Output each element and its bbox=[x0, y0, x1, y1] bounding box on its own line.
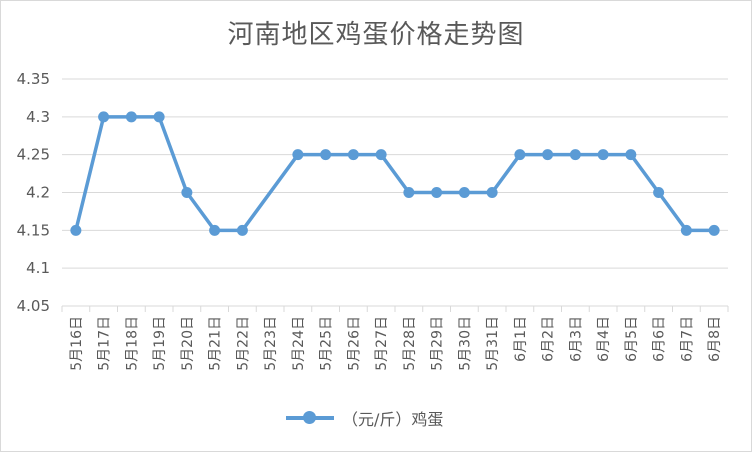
x-tick-label: 6月4日 bbox=[596, 316, 612, 362]
data-point bbox=[458, 187, 470, 198]
data-point bbox=[569, 149, 581, 161]
x-tick-label: 5月16日 bbox=[69, 316, 85, 371]
data-point bbox=[209, 224, 221, 236]
data-point bbox=[125, 111, 137, 123]
data-point bbox=[431, 187, 443, 198]
x-tick-label: 5月18日 bbox=[124, 316, 140, 371]
data-point bbox=[236, 224, 248, 236]
x-tick-label: 5月23日 bbox=[263, 316, 279, 371]
y-tick-label: 4.05 bbox=[17, 297, 50, 315]
data-point bbox=[514, 149, 526, 161]
x-tick-label: 5月22日 bbox=[235, 316, 251, 371]
x-tick-label: 6月6日 bbox=[652, 316, 668, 362]
x-tick-label: 6月7日 bbox=[679, 316, 695, 362]
data-point bbox=[653, 187, 665, 198]
x-tick-label: 6月8日 bbox=[707, 316, 723, 362]
x-tick-label: 6月1日 bbox=[513, 316, 529, 362]
x-tick-label: 5月28日 bbox=[402, 316, 418, 371]
data-point bbox=[347, 149, 359, 161]
x-tick-label: 5月27日 bbox=[374, 316, 390, 371]
x-tick-label: 5月19日 bbox=[152, 316, 168, 371]
data-point bbox=[486, 187, 498, 198]
data-point bbox=[292, 149, 304, 161]
data-point bbox=[153, 111, 165, 123]
x-tick-label: 5月17日 bbox=[97, 316, 113, 371]
data-point bbox=[320, 149, 332, 161]
x-tick-label: 5月30日 bbox=[457, 316, 473, 371]
series-line bbox=[74, 115, 715, 233]
x-tick-label: 5月24日 bbox=[291, 316, 307, 371]
y-tick-label: 4.25 bbox=[17, 146, 50, 164]
x-tick-label: 5月25日 bbox=[319, 316, 335, 371]
y-tick-label: 4.15 bbox=[17, 221, 50, 239]
y-tick-label: 4.1 bbox=[26, 259, 50, 277]
data-point bbox=[708, 224, 720, 236]
x-tick-label: 5月20日 bbox=[180, 316, 196, 371]
data-point bbox=[625, 149, 637, 161]
data-point bbox=[70, 224, 82, 236]
x-tick-label: 5月29日 bbox=[430, 316, 446, 371]
data-point bbox=[403, 187, 415, 198]
data-point bbox=[375, 149, 387, 161]
legend-label: （元/斤）鸡蛋 bbox=[342, 410, 444, 429]
chart-title: 河南地区鸡蛋价格走势图 bbox=[227, 20, 525, 50]
y-tick-label: 4.2 bbox=[26, 184, 50, 202]
legend-marker bbox=[286, 411, 334, 424]
data-point bbox=[181, 187, 193, 198]
data-point bbox=[98, 111, 110, 123]
x-tick-label: 6月2日 bbox=[541, 316, 557, 362]
x-tick-label: 6月3日 bbox=[568, 316, 584, 362]
x-tick-label: 6月5日 bbox=[624, 316, 640, 362]
y-tick-label: 4.35 bbox=[17, 70, 50, 88]
x-tick-label: 5月31日 bbox=[485, 316, 501, 371]
data-point bbox=[680, 224, 692, 236]
data-point bbox=[542, 149, 554, 161]
x-tick-label: 5月21日 bbox=[208, 316, 224, 371]
x-tick-label: 5月26日 bbox=[346, 316, 362, 371]
y-tick-label: 4.3 bbox=[26, 108, 50, 126]
data-point bbox=[597, 149, 609, 161]
legend: （元/斤）鸡蛋 bbox=[286, 407, 443, 429]
